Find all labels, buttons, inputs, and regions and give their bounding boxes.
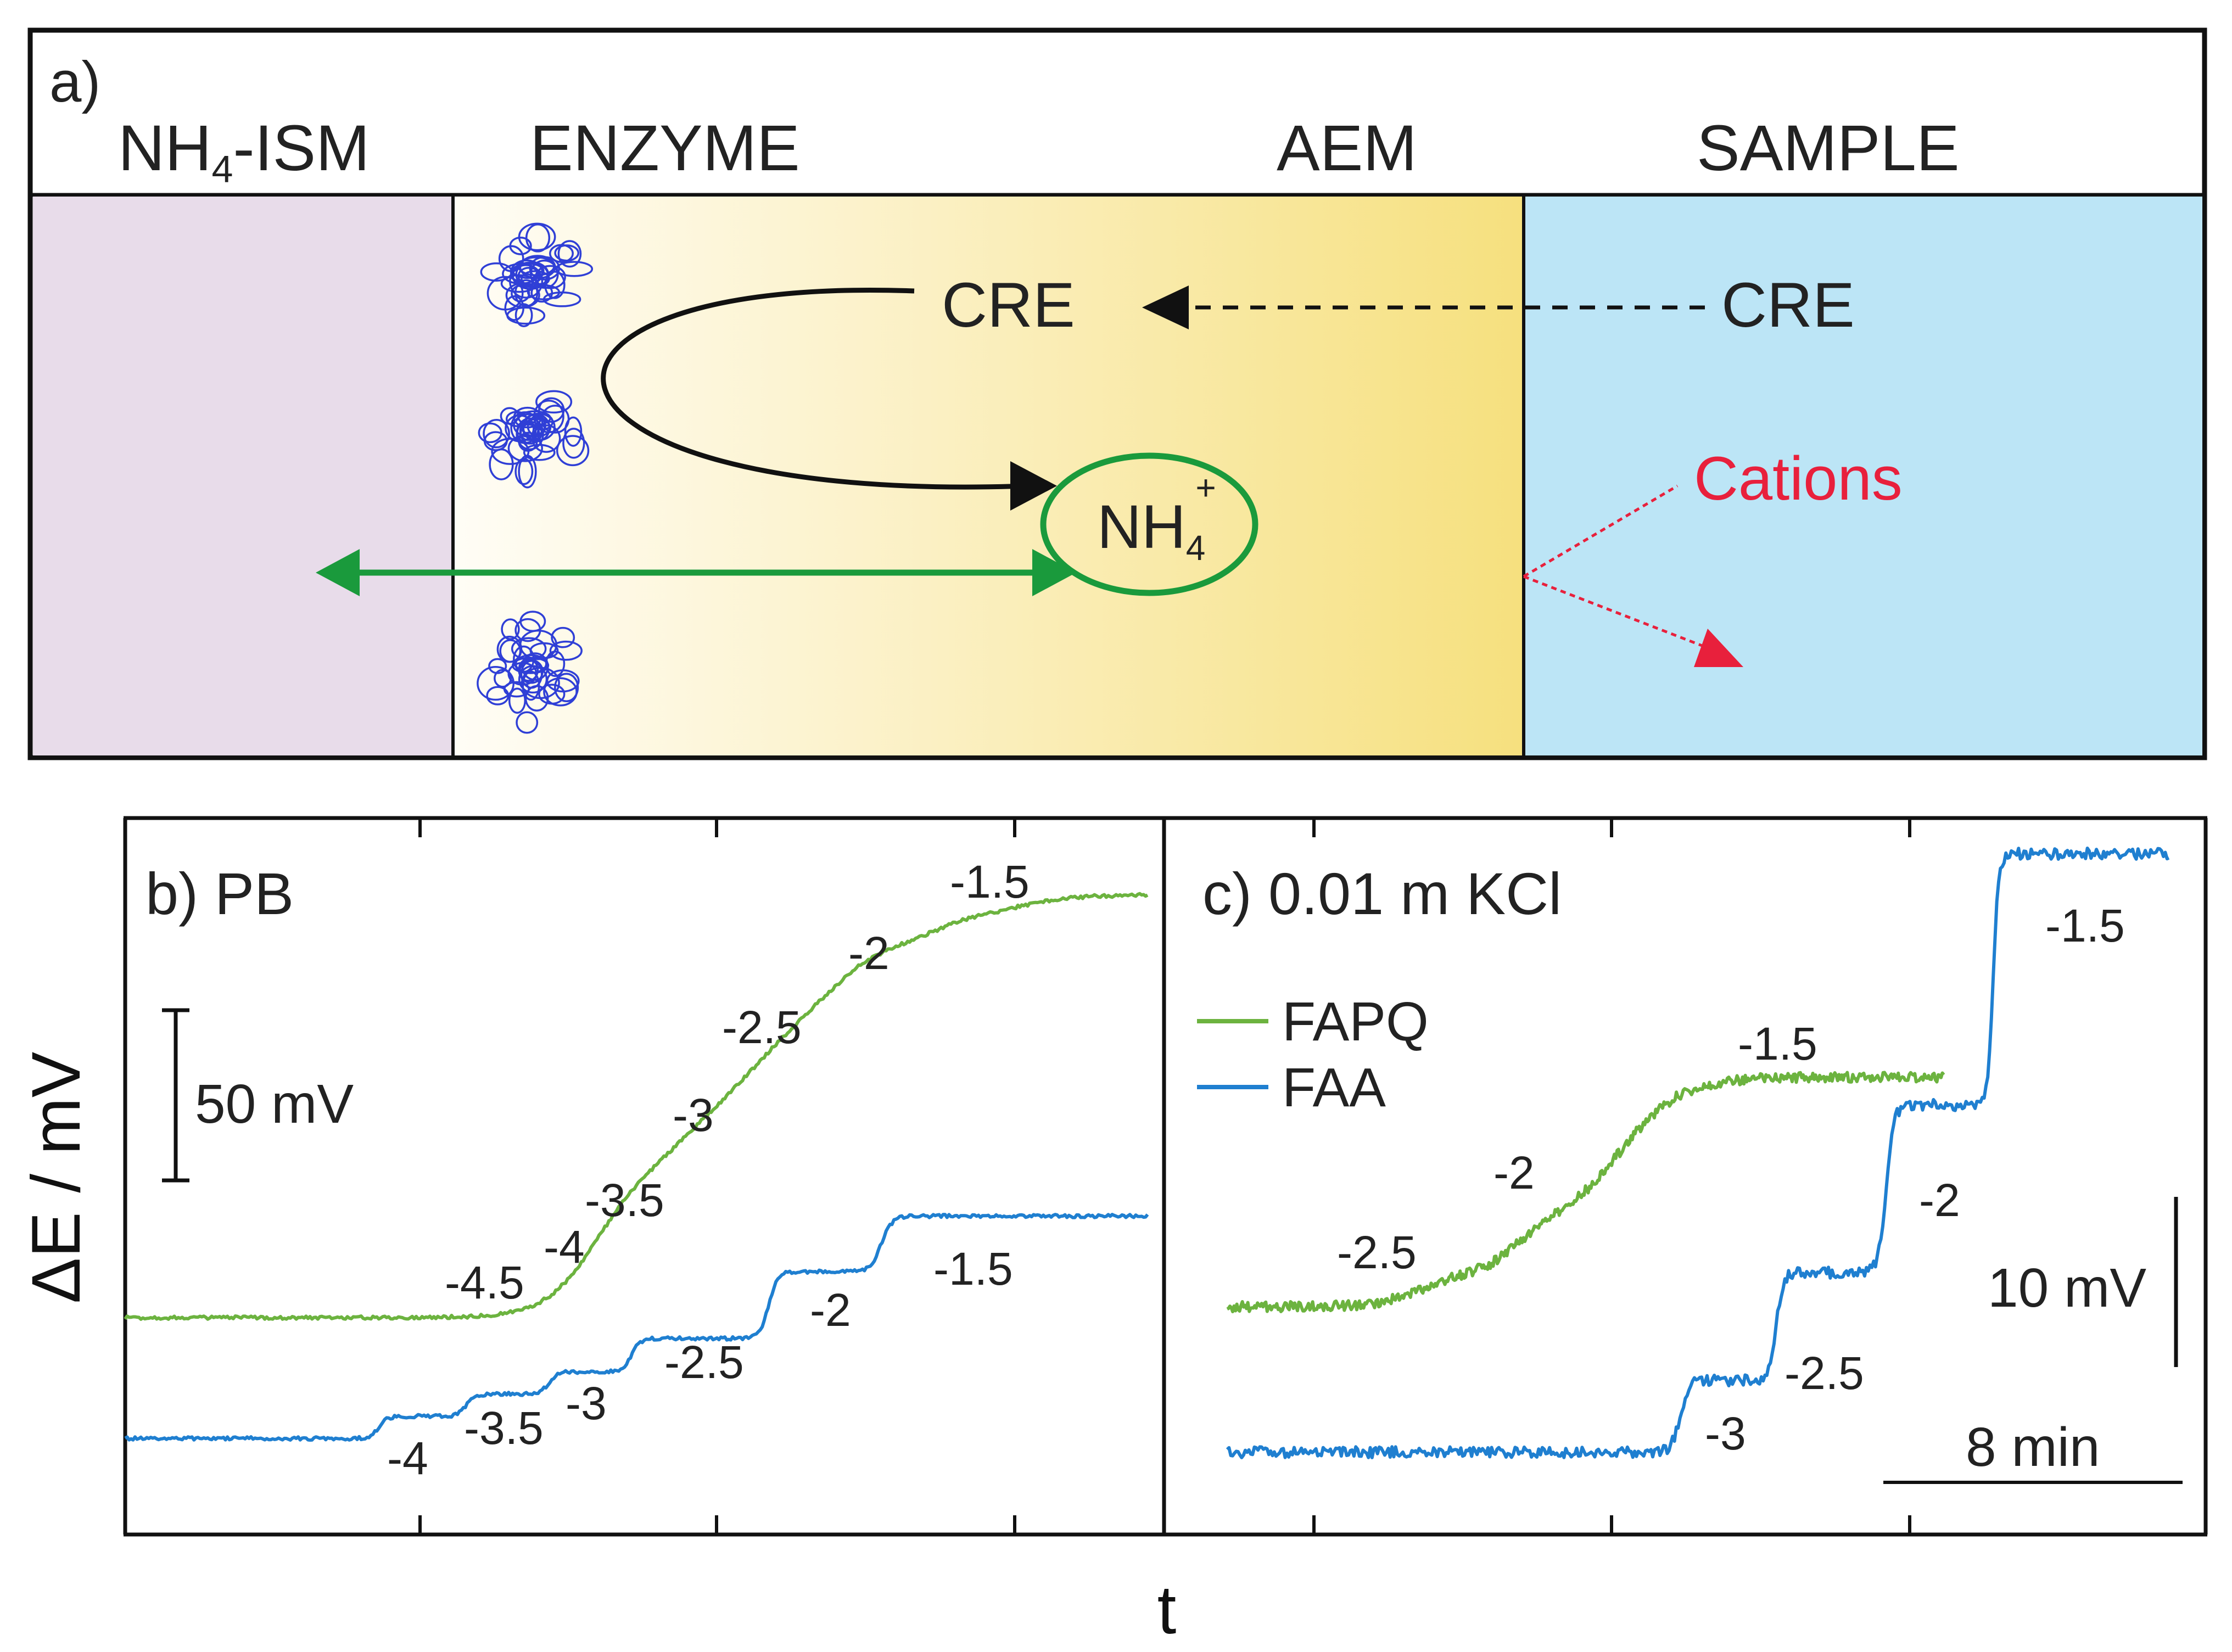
step-label-pb-faa: -4 <box>387 1432 428 1484</box>
step-label-kcl-faa: -3 <box>1705 1408 1746 1459</box>
step-label-pb-fapq: -2 <box>848 927 890 979</box>
reaction-arrowhead <box>1010 461 1057 511</box>
ammonium-circle <box>1040 452 1258 596</box>
enzyme-blob <box>478 390 590 489</box>
ism-header-rest: -ISM <box>233 112 370 184</box>
step-label-kcl-faa: -2 <box>1919 1174 1960 1226</box>
trace-pb-fapq <box>124 892 1149 1321</box>
scale-bar-50mv-label: 50 mV <box>195 1073 354 1135</box>
step-label-pb-faa: -3 <box>566 1377 607 1429</box>
step-label-kcl-faa: -1.5 <box>2045 900 2125 951</box>
trace-kcl-faa <box>1226 847 2170 1459</box>
step-label-kcl-fapq: -1.5 <box>1738 1018 1817 1069</box>
step-label-pb-fapq: -2.5 <box>722 1001 802 1053</box>
step-label-pb-faa: -2.5 <box>664 1336 744 1388</box>
scale-bar-8min-label: 8 min <box>1966 1416 2100 1478</box>
cations-dotted-lower <box>1523 575 1708 649</box>
ammonium-sub: 4 <box>1186 528 1206 568</box>
panel-c-title: c) 0.01 m KCl <box>1202 860 1562 927</box>
step-label-pb-fapq: -3 <box>673 1089 714 1141</box>
ammonium-sup: + <box>1195 468 1216 507</box>
aem-header: AEM <box>1277 112 1417 184</box>
step-label-pb-fapq: -4.5 <box>445 1257 524 1308</box>
ism-header: NH4-ISM <box>118 112 370 191</box>
step-label-pb-fapq: -4 <box>544 1221 585 1273</box>
cre-label-sample: CRE <box>1721 270 1855 340</box>
ammonium-arrow-right <box>1032 549 1076 596</box>
axis-ticks <box>124 818 2207 1535</box>
x-axis-label: t <box>1157 1572 1177 1648</box>
chart-area: ΔE / mV t b) PB c) 0.01 m KCl 50 mV FAPQ… <box>18 816 2208 1648</box>
legend-label-fapq: FAPQ <box>1282 991 1429 1052</box>
traces <box>124 847 2170 1459</box>
panel-a-label: a) <box>49 50 100 114</box>
cre-label-inner: CRE <box>942 270 1075 340</box>
ammonium-arrow-left <box>316 549 360 596</box>
step-label-pb-faa: -1.5 <box>933 1243 1013 1295</box>
ism-header-sub: 4 <box>211 148 233 191</box>
enzyme-aem-region <box>453 197 1524 755</box>
panel-a: a) NH4-ISM ENZYME AEM SAMPLE CRE CRE NH4… <box>27 27 2207 760</box>
y-axis-label: ΔE / mV <box>18 1052 94 1304</box>
step-label-pb-faa: -3.5 <box>464 1402 544 1454</box>
enzyme-header: ENZYME <box>530 112 800 184</box>
ammonium-label: NH4 + <box>1097 468 1216 568</box>
cre-diffusion-arrowhead <box>1142 285 1189 329</box>
step-label-pb-fapq: -1.5 <box>950 856 1030 908</box>
trace-pb-faa <box>124 1213 1149 1442</box>
step-label-kcl-fapq: -2 <box>1493 1147 1535 1199</box>
ammonium-main: NH <box>1097 492 1186 561</box>
step-label-pb-faa: -2 <box>810 1284 851 1336</box>
trace-kcl-fapq <box>1226 1071 1945 1313</box>
step-label-pb-fapq: -3.5 <box>585 1174 664 1226</box>
step-label-kcl-faa: -2.5 <box>1785 1347 1864 1399</box>
enzyme-blob <box>477 611 583 734</box>
cations-dotted-upper <box>1523 484 1679 578</box>
panel-b-title: b) PB <box>146 860 294 927</box>
reaction-arrow <box>601 288 1027 490</box>
enzyme-blob <box>480 222 594 327</box>
ism-region <box>33 197 453 755</box>
step-label-kcl-fapq: -2.5 <box>1337 1227 1417 1278</box>
sample-header: SAMPLE <box>1697 112 1960 184</box>
ism-header-main: NH <box>118 112 211 184</box>
cations-arrowhead <box>1694 629 1743 667</box>
legend-label-faa: FAA <box>1282 1057 1386 1118</box>
sample-region <box>1524 197 2202 755</box>
scale-bar-10mv-label: 10 mV <box>1988 1257 2146 1319</box>
step-labels: -4.5-4-3.5-3-2.5-2-1.5-4-3.5 -3-2.5-2-1.5… <box>387 856 2125 1484</box>
cations-label: Cations <box>1694 444 1903 513</box>
